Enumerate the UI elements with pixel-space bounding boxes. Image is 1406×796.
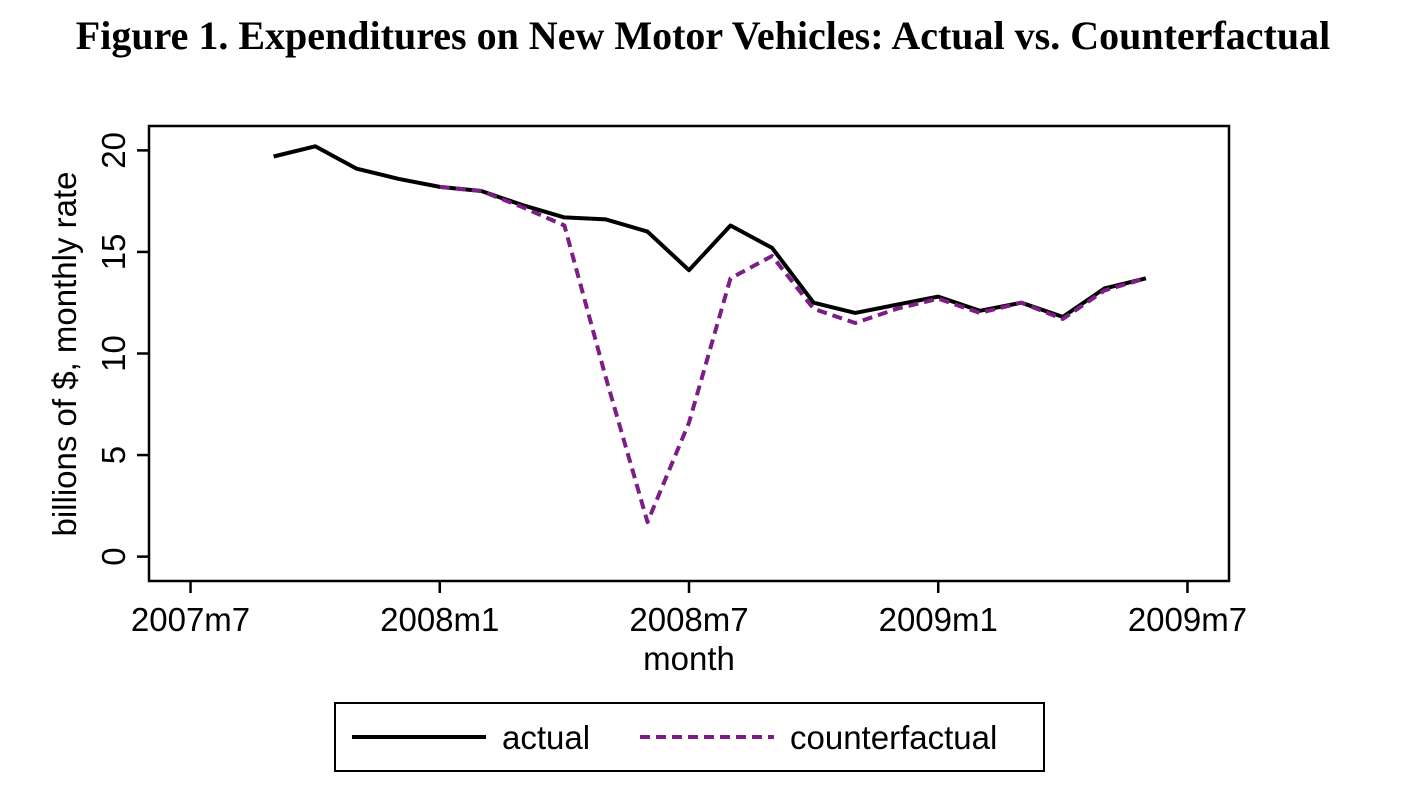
y-axis: 0 5 10 15 20 [95, 132, 149, 566]
data-point-actual [853, 311, 857, 315]
series-line-actual [273, 144, 1147, 319]
data-point-counterfactual [936, 297, 940, 301]
legend-box [334, 702, 1045, 772]
y-tick-label: 0 [95, 547, 132, 565]
data-point-counterfactual [604, 376, 608, 380]
x-tick-label: 2008m1 [380, 601, 499, 638]
data-point-actual [562, 215, 566, 219]
data-point-actual [396, 177, 400, 181]
data-point-counterfactual [812, 307, 816, 311]
data-point-counterfactual [895, 307, 899, 311]
x-axis: 2007m7 2008m1 2008m7 2009m1 2009m7 [131, 581, 1247, 638]
legend-label-actual: actual [502, 719, 590, 756]
data-point-actual [729, 224, 733, 228]
y-tick-label: 5 [95, 446, 132, 464]
data-point-counterfactual [438, 185, 442, 189]
data-point-counterfactual [521, 205, 525, 209]
x-tick-label: 2008m7 [629, 601, 748, 638]
data-point-counterfactual [729, 276, 733, 280]
data-point-counterfactual [978, 311, 982, 315]
data-point-actual [355, 167, 359, 171]
plot-frame [147, 124, 1231, 583]
data-point-actual [687, 268, 691, 272]
x-tick-label: 2009m1 [879, 601, 998, 638]
data-point-counterfactual [1061, 317, 1065, 321]
series-layer [272, 144, 1148, 525]
data-point-counterfactual [645, 520, 649, 524]
x-tick-label: 2007m7 [131, 601, 250, 638]
data-point-counterfactual [562, 224, 566, 228]
data-point-counterfactual [1019, 301, 1023, 305]
data-point-counterfactual [770, 254, 774, 258]
x-tick-label: 2009m7 [1128, 601, 1247, 638]
data-point-counterfactual [1144, 276, 1148, 280]
x-axis-label: month [643, 640, 735, 677]
data-point-counterfactual [687, 421, 691, 425]
series-line-counterfactual [439, 184, 1147, 525]
y-tick-label: 20 [95, 132, 132, 169]
y-tick-label: 10 [95, 335, 132, 372]
data-point-counterfactual [479, 189, 483, 193]
data-point-counterfactual [853, 321, 857, 325]
data-point-actual [645, 230, 649, 234]
data-point-actual [604, 217, 608, 221]
data-point-actual [272, 154, 276, 158]
legend: actual counterfactual [334, 702, 1045, 772]
y-axis-label: billions of $, monthly rate [46, 171, 83, 536]
data-point-actual [770, 246, 774, 250]
data-point-counterfactual [1102, 289, 1106, 293]
data-point-actual [895, 303, 899, 307]
figure-title: Figure 1. Expenditures on New Motor Vehi… [75, 13, 1331, 58]
y-tick-label: 15 [95, 234, 132, 271]
legend-label-counterfactual: counterfactual [790, 719, 997, 756]
data-point-actual [313, 144, 317, 148]
